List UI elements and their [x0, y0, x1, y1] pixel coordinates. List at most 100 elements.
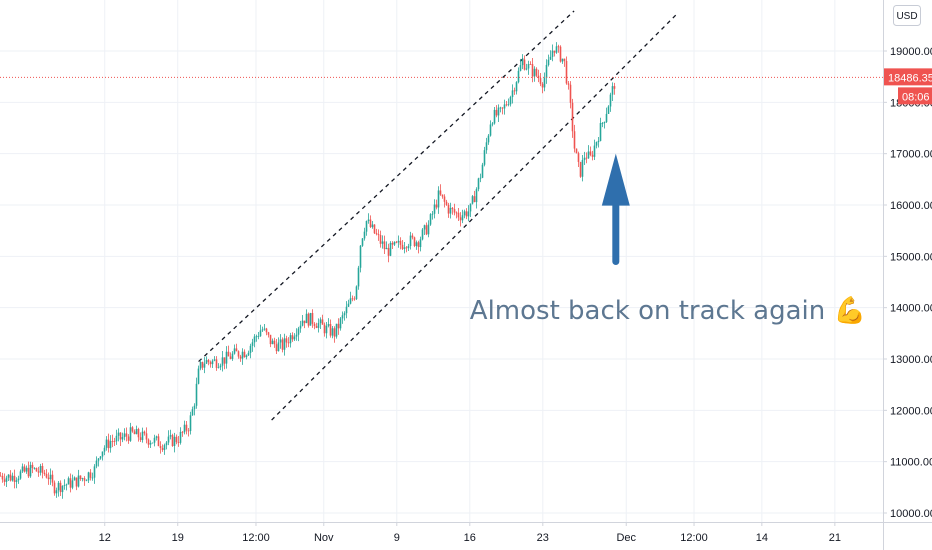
candle-body — [239, 356, 242, 359]
candle-body — [611, 86, 614, 95]
candle-body — [427, 224, 430, 235]
candle-body — [355, 286, 358, 300]
candle-body — [165, 442, 168, 446]
candles — [0, 42, 616, 499]
y-tick-label: 12000.00 — [890, 405, 932, 417]
candle-body — [171, 435, 174, 446]
candle-body — [431, 213, 434, 215]
candle-body — [539, 78, 542, 84]
candle-body — [525, 68, 528, 70]
candle-body — [245, 355, 248, 358]
y-tick-label: 11000.00 — [890, 457, 932, 469]
candle-body — [45, 474, 48, 478]
candle-body — [511, 90, 514, 98]
candle-body — [491, 123, 494, 125]
candle-body — [553, 50, 556, 53]
candle-body — [69, 478, 72, 488]
candle-body — [187, 430, 190, 432]
candle-body — [271, 340, 274, 345]
candle-body — [293, 336, 296, 340]
candle-body — [391, 242, 394, 245]
currency-label: USD — [896, 11, 917, 22]
x-tick-label: 14 — [756, 532, 768, 544]
candle-body — [567, 83, 570, 85]
candle-body — [331, 328, 334, 336]
candle-body — [283, 338, 286, 350]
candle-body — [155, 436, 158, 438]
candle-body — [33, 468, 36, 469]
candle-body — [423, 225, 426, 230]
candle-body — [139, 437, 142, 441]
candle-body — [195, 383, 198, 406]
candle-body — [365, 221, 368, 232]
candle-body — [215, 359, 218, 368]
candle-body — [421, 229, 424, 240]
candle-body — [477, 178, 480, 190]
candle-body — [591, 154, 594, 157]
candle-body — [163, 445, 166, 450]
candle-body — [433, 204, 436, 214]
candle-body — [503, 104, 506, 109]
candle-body — [197, 368, 200, 384]
candle-body — [509, 97, 512, 105]
candle-body — [437, 190, 440, 208]
candle-body — [555, 46, 558, 53]
candle-body — [451, 207, 454, 210]
x-tick-label: 12:00 — [242, 532, 270, 544]
candle-body — [295, 334, 298, 337]
candle-body — [363, 231, 366, 239]
trend-channel — [198, 10, 679, 421]
currency-button[interactable]: USD — [893, 5, 921, 26]
candle-body — [219, 365, 222, 368]
candle-body — [263, 328, 266, 330]
candle-body — [325, 325, 328, 334]
x-tick-label: Nov — [314, 532, 334, 544]
candle-body — [121, 437, 124, 440]
candle-body — [183, 424, 186, 433]
currency-box — [893, 5, 921, 26]
candle-body — [549, 56, 552, 60]
candle-body — [227, 351, 230, 357]
candle-body — [571, 102, 574, 132]
candle-body — [251, 342, 254, 346]
candle-body — [471, 196, 474, 204]
candle-body — [395, 241, 398, 243]
candle-body — [193, 405, 196, 410]
candle-body — [229, 356, 232, 359]
candle-body — [237, 351, 240, 357]
candle-body — [43, 472, 46, 475]
candle-body — [233, 348, 236, 354]
candle-body — [561, 58, 564, 62]
candle-body — [201, 362, 204, 368]
candle-body — [577, 153, 580, 162]
candle-body — [249, 345, 252, 353]
candle-body — [71, 480, 74, 488]
candle-body — [447, 204, 450, 214]
candle-body — [243, 351, 246, 358]
candle-body — [49, 474, 52, 480]
candle-body — [241, 351, 244, 359]
candle-body — [97, 458, 100, 461]
candle-body — [37, 471, 40, 473]
candle-body — [415, 242, 418, 246]
candle-body — [85, 480, 88, 482]
candle-body — [95, 460, 98, 467]
x-tick-label: Dec — [616, 532, 636, 544]
x-tick-label: 12:00 — [680, 532, 708, 544]
candle-body — [55, 490, 58, 494]
candle-body — [519, 65, 522, 71]
candle-body — [605, 113, 608, 122]
candle-body — [569, 84, 572, 103]
candle-body — [595, 142, 598, 146]
candle-body — [213, 359, 216, 361]
candle-body — [57, 482, 60, 491]
candle-body — [265, 328, 268, 333]
candle-body — [579, 161, 582, 177]
candle-body — [159, 446, 162, 448]
candle-body — [459, 217, 462, 221]
candle-body — [135, 429, 138, 435]
candle-body — [125, 433, 128, 437]
candle-body — [151, 442, 154, 444]
